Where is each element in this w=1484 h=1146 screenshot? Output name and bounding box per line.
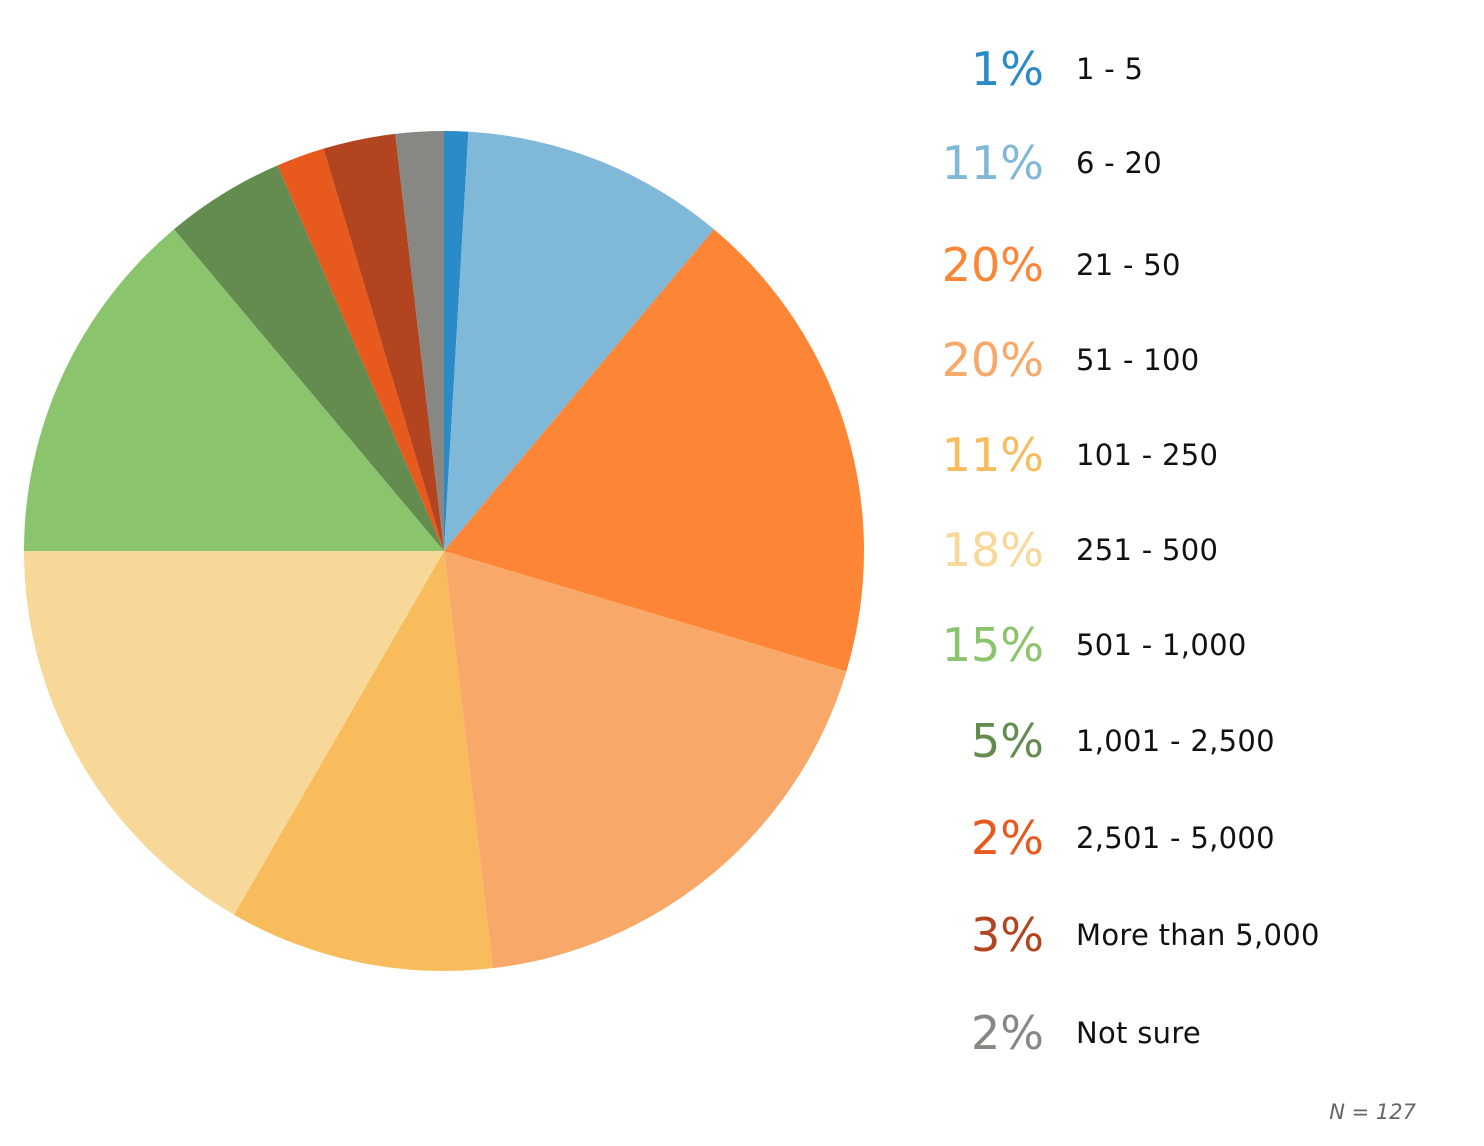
- legend-percent-label: 2%: [971, 811, 1044, 865]
- pie-slice-11: [395, 131, 444, 551]
- legend-category-label: 1,001 - 2,500: [1076, 724, 1275, 758]
- pie-slice-4: [444, 551, 847, 969]
- legend-percent-label: 20%: [941, 238, 1044, 292]
- pie-slice-10: [323, 133, 444, 551]
- legend-percent-label: 11%: [941, 428, 1044, 482]
- legend-category-label: 51 - 100: [1076, 343, 1200, 377]
- legend-item: 20% 21 - 50: [942, 235, 1476, 295]
- legend-item: 2% Not sure: [971, 1003, 1476, 1063]
- sample-size-note: N = 127: [1329, 1100, 1416, 1124]
- pie-slice-8: [174, 165, 444, 551]
- legend-category-label: 2,501 - 5,000: [1076, 821, 1275, 855]
- legend-item: 3% More than 5,000: [971, 905, 1476, 965]
- legend-category-label: 21 - 50: [1076, 248, 1181, 282]
- legend-category-label: More than 5,000: [1076, 918, 1320, 952]
- legend-category-label: 251 - 500: [1076, 533, 1219, 567]
- legend: 1% 1 - 5 11% 6 - 20 20% 21 - 50 20% 51 - 100 11%…: [942, 0, 1484, 1146]
- legend-percent-label: 2%: [971, 1006, 1044, 1060]
- legend-percent-label: 15%: [941, 618, 1044, 672]
- pie-slice-2: [444, 131, 714, 551]
- legend-category-label: 501 - 1,000: [1076, 628, 1247, 662]
- legend-percent-label: 5%: [971, 714, 1044, 768]
- legend-item: 15% 501 - 1,000: [942, 615, 1476, 675]
- pie-slice-1: [444, 131, 469, 551]
- legend-item: 2% 2,501 - 5,000: [971, 808, 1476, 868]
- pie-slice-6: [24, 551, 444, 915]
- legend-category-label: 6 - 20: [1076, 146, 1163, 180]
- pie-slice-5: [234, 551, 493, 971]
- legend-percent-label: 20%: [941, 333, 1044, 387]
- legend-item: 11% 101 - 250: [942, 425, 1476, 485]
- pie-slice-7: [24, 229, 444, 551]
- legend-category-label: 1 - 5: [1076, 52, 1144, 86]
- legend-category-label: Not sure: [1076, 1016, 1202, 1050]
- legend-item: 1% 1 - 5: [971, 39, 1476, 99]
- legend-percent-label: 1%: [971, 42, 1044, 96]
- legend-item: 20% 51 - 100: [942, 330, 1476, 390]
- legend-item: 18% 251 - 500: [942, 520, 1476, 580]
- legend-percent-label: 3%: [971, 908, 1044, 962]
- legend-category-label: 101 - 250: [1076, 438, 1219, 472]
- pie-slice-3: [444, 229, 865, 672]
- legend-item: 5% 1,001 - 2,500: [971, 711, 1476, 771]
- legend-percent-label: 11%: [941, 136, 1044, 190]
- pie-slice-9: [277, 148, 444, 551]
- legend-item: 11% 6 - 20: [942, 133, 1476, 193]
- legend-percent-label: 18%: [941, 523, 1044, 577]
